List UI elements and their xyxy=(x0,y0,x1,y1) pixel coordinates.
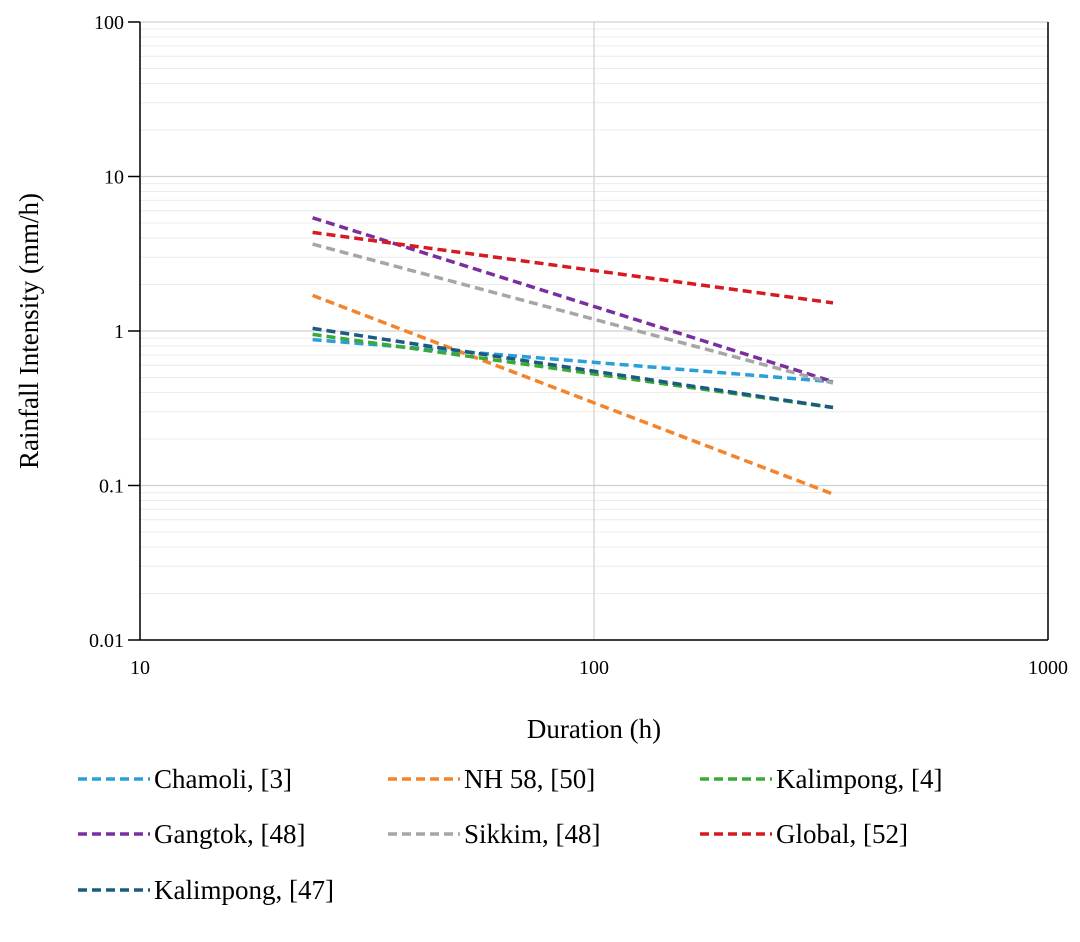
y-tick-label: 1 xyxy=(114,321,124,343)
series-line-5 xyxy=(312,242,834,385)
x-tick-label: 1000 xyxy=(1028,657,1068,679)
y-tick-label: 10 xyxy=(104,167,124,189)
legend-label: Kalimpong, [47] xyxy=(154,875,334,905)
y-tick-label: 0.1 xyxy=(99,476,124,498)
series-line-6 xyxy=(312,230,834,305)
legend: Chamoli, [3] NH 58, [50] Kalimpong, [4] Gan… xyxy=(78,764,942,905)
legend-label: Gangtok, [48] xyxy=(154,819,305,849)
legend-label: Global, [52] xyxy=(776,819,908,849)
x-axis-title: Duration (h) xyxy=(527,714,661,744)
y-tick-labels: 0.01 0.1 1 10 100 xyxy=(89,12,124,652)
x-tick-label: 100 xyxy=(579,657,609,679)
x-tick-label: 10 xyxy=(130,657,150,679)
legend-label: NH 58, [50] xyxy=(464,764,595,794)
y-tick-label: 0.01 xyxy=(89,630,124,652)
legend-label: Kalimpong, [4] xyxy=(776,764,942,794)
series-line-2 xyxy=(311,293,834,496)
legend-label: Sikkim, [48] xyxy=(464,819,601,849)
legend-label: Chamoli, [3] xyxy=(154,764,292,794)
series-layer xyxy=(311,216,834,496)
series-line-7 xyxy=(312,326,834,410)
axes xyxy=(128,21,1049,641)
y-axis-title: Rainfall Intensity (mm/h) xyxy=(14,193,44,469)
y-tick-label: 100 xyxy=(94,12,124,34)
x-tick-labels: 10 100 1000 xyxy=(130,657,1068,679)
series-line-3 xyxy=(312,332,834,410)
